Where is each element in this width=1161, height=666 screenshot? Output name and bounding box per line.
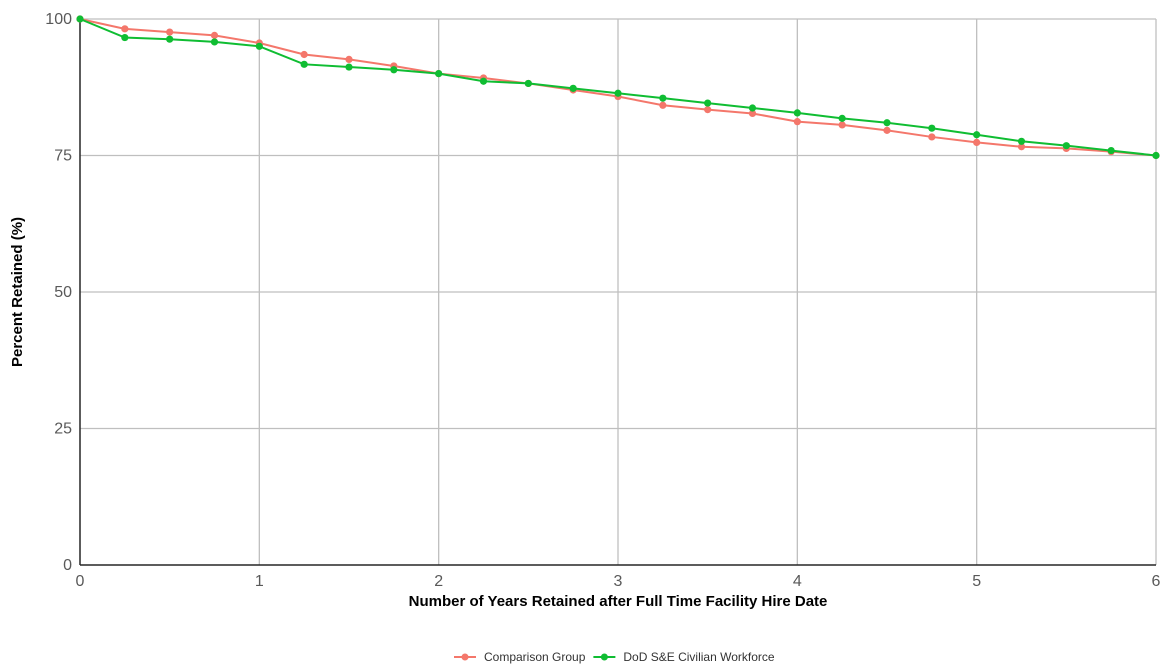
data-point (883, 119, 891, 127)
y-tick-label: 75 (54, 148, 72, 165)
x-tick-label: 1 (255, 573, 264, 590)
axes (79, 19, 1156, 566)
y-tick-label: 0 (63, 557, 72, 574)
data-point (435, 70, 443, 78)
data-point (524, 79, 532, 88)
data-point (1152, 151, 1160, 160)
data-point (1017, 143, 1026, 151)
data-point (166, 35, 174, 43)
legend-dot-marker (600, 653, 608, 661)
data-point (569, 84, 577, 92)
data-point (1062, 142, 1070, 150)
y-tick-label: 100 (45, 11, 72, 28)
data-point (659, 101, 667, 109)
series-dod-se-civilian-workforce (76, 15, 1160, 160)
data-point (973, 138, 981, 146)
y-tick-label: 50 (54, 284, 72, 301)
data-point (210, 38, 219, 46)
data-point (345, 63, 353, 71)
legend-dot-marker (461, 653, 469, 661)
data-point (614, 89, 622, 97)
data-point (166, 28, 174, 36)
data-point (838, 114, 846, 122)
legend: Comparison Group DoD S&E Civilian Workfor… (454, 650, 775, 664)
data-point (973, 131, 981, 139)
tick-labels: 0 25 50 75 100 0 1 2 3 4 5 6 (45, 11, 1160, 590)
data-point (76, 15, 84, 23)
x-tick-label: 4 (793, 573, 802, 590)
data-point (390, 66, 398, 74)
x-tick-label: 2 (434, 573, 443, 590)
data-point (255, 42, 263, 50)
gridlines (80, 18, 1157, 565)
data-point (300, 50, 308, 59)
data-point (659, 94, 667, 102)
data-point (838, 121, 846, 129)
data-point (793, 109, 801, 117)
x-tick-label: 3 (614, 573, 623, 590)
x-tick-label: 5 (972, 573, 981, 590)
data-point (300, 60, 308, 68)
legend-label: Comparison Group (484, 650, 586, 664)
legend-item: Comparison Group (454, 650, 586, 664)
data-point (704, 106, 712, 114)
data-point (748, 104, 757, 112)
data-point (479, 77, 488, 85)
data-point (793, 118, 801, 126)
x-tick-label: 0 (76, 573, 85, 590)
data-point (704, 99, 712, 107)
x-axis-title: Number of Years Retained after Full Time… (409, 593, 828, 610)
legend-item: DoD S&E Civilian Workforce (593, 650, 775, 664)
data-point (883, 126, 891, 134)
y-axis-title: Percent Retained (%) (9, 217, 26, 367)
y-tick-label: 25 (54, 421, 72, 438)
data-point (345, 55, 353, 64)
data-point (121, 33, 129, 42)
data-point (748, 109, 757, 118)
data-point (121, 25, 129, 33)
legend-label: DoD S&E Civilian Workforce (623, 650, 774, 664)
data-point (1017, 137, 1026, 145)
series-layer (76, 15, 1160, 160)
x-tick-label: 6 (1152, 573, 1161, 590)
data-point (928, 133, 936, 141)
data-point (210, 31, 219, 39)
data-point (928, 124, 936, 132)
data-point (1107, 146, 1115, 155)
